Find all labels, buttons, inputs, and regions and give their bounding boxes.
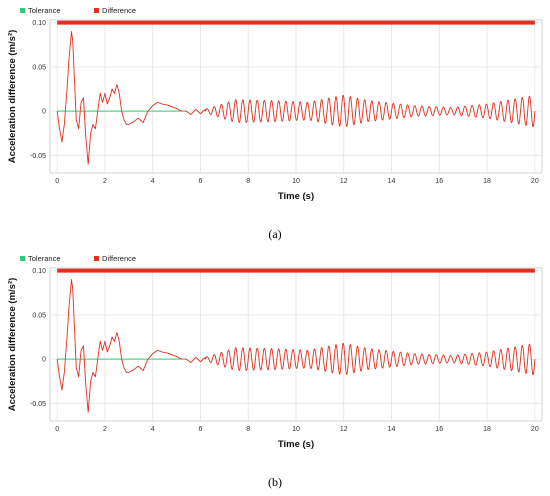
chart-b-legend-swatch-difference (94, 256, 99, 261)
chart-b-svg: 0 2 4 6 8 10 12 14 16 18 20 0.10 0.05 0 -0.05 Time (s) A… (7, 254, 543, 489)
chart-a-caption: (a) (268, 227, 281, 241)
chart-b-caption: (b) (268, 475, 282, 489)
chart-a-ytick-label: 0.10 (32, 20, 46, 27)
chart-b-yaxis-title: Acceleration difference (m/s²) (7, 278, 18, 412)
chart-b-ytick-label: 0 (42, 357, 46, 364)
chart-b-legend-label-tolerance: Tolerance (28, 254, 61, 263)
chart-a-xaxis-title: Time (s) (278, 191, 314, 202)
chart-a-ytick-label: 0.05 (32, 64, 46, 71)
chart-b-legend-label-difference: Difference (102, 254, 136, 263)
chart-a-xtick-label: 12 (340, 178, 348, 185)
chart-a-xtick-label: 0 (55, 178, 59, 185)
chart-a-xtick-label: 14 (388, 178, 396, 185)
chart-b-xtick-label: 8 (246, 426, 250, 433)
chart-a-yaxis-title: Acceleration difference (m/s²) (7, 30, 18, 164)
chart-panel-a: 0 2 4 6 8 10 12 14 16 18 20 0.10 0.05 0 -0.05 Time (s) A… (7, 6, 543, 241)
chart-b-difference-line (56, 279, 536, 413)
chart-a-xtick-label: 2 (103, 178, 107, 185)
chart-b-xtick-label: 6 (199, 426, 203, 433)
chart-b-xtick-label: 10 (292, 426, 300, 433)
chart-a-xtick-label: 16 (435, 178, 443, 185)
chart-a-ytick-label: -0.05 (30, 153, 46, 160)
chart-a-legend-swatch-tolerance (20, 8, 25, 13)
chart-a-svg: 0 2 4 6 8 10 12 14 16 18 20 0.10 0.05 0 -0.05 Time (s) A… (7, 6, 543, 241)
chart-b-xtick-label: 20 (531, 426, 539, 433)
chart-b-legend-swatch-tolerance (20, 256, 25, 261)
chart-b-ytick-label: 0.05 (32, 312, 46, 319)
chart-panel-b: 0 2 4 6 8 10 12 14 16 18 20 0.10 0.05 0 -0.05 Time (s) A… (0, 248, 550, 496)
chart-a-xtick-label: 6 (199, 178, 203, 185)
chart-b-xaxis-title: Time (s) (278, 439, 314, 450)
chart-a-xtick-label: 8 (246, 178, 250, 185)
chart-b-xtick-label: 18 (483, 426, 491, 433)
chart-a-xtick-label: 10 (292, 178, 300, 185)
chart-b-xtick-label: 16 (435, 426, 443, 433)
chart-a-ytick-label: 0 (42, 109, 46, 116)
chart-a-legend-label-tolerance: Tolerance (28, 6, 61, 15)
chart-b-xtick-label: 4 (151, 426, 155, 433)
chart-b-xtick-label: 2 (103, 426, 107, 433)
chart-b-xtick-label: 12 (340, 426, 348, 433)
chart-b-ytick-label: 0.10 (32, 268, 46, 275)
chart-a-difference-line (56, 31, 536, 165)
chart-a-legend-swatch-difference (94, 8, 99, 13)
chart-b-xtick-label: 14 (388, 426, 396, 433)
chart-a-xtick-label: 4 (151, 178, 155, 185)
chart-a-xtick-label: 18 (483, 178, 491, 185)
chart-a-xtick-label: 20 (531, 178, 539, 185)
chart-a-legend-label-difference: Difference (102, 6, 136, 15)
chart-b-ytick-label: -0.05 (30, 401, 46, 408)
chart-b-xtick-label: 0 (55, 426, 59, 433)
